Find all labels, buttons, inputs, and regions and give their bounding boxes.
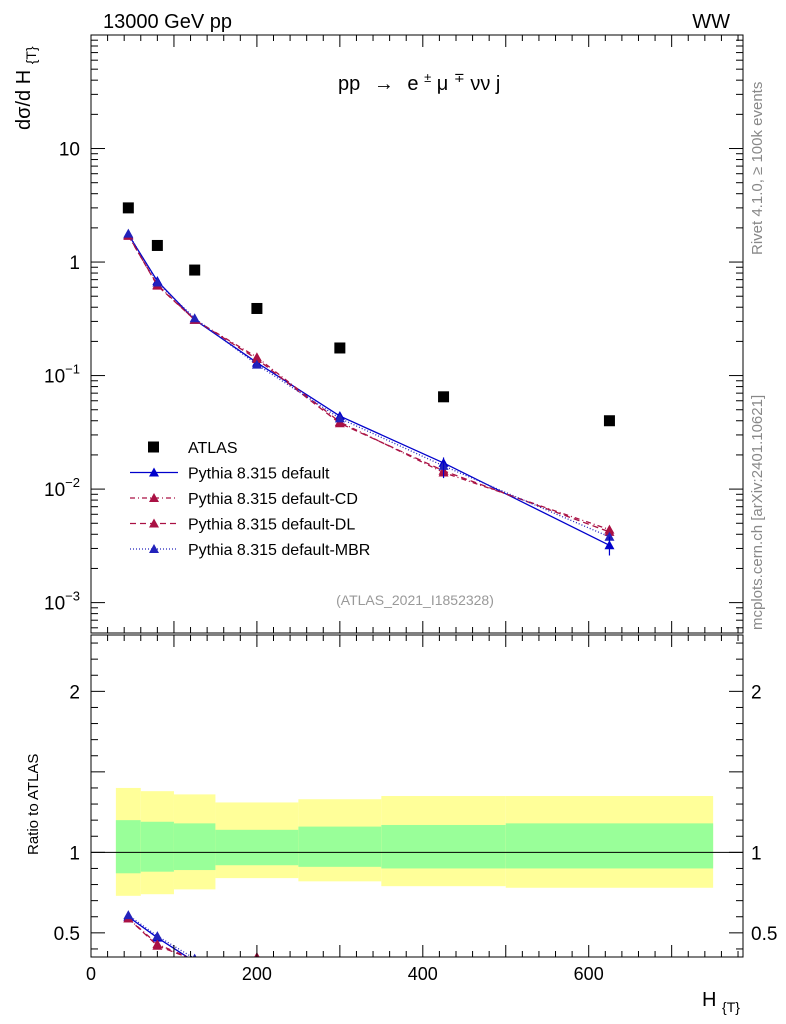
atlas-data-point (251, 302, 263, 314)
ratio-uncertainty-bands (91, 787, 743, 896)
inner-band-bin (215, 829, 299, 866)
legend-series-marker (149, 493, 159, 502)
legend-series-label: Pythia 8.315 default-CD (188, 491, 358, 508)
x-tick-label: 0 (86, 964, 96, 984)
main-y-tick-label: 10−1 (44, 362, 80, 388)
ratio-y-tick-label-right: 1 (751, 843, 762, 864)
x-axis-label: H {T} (702, 989, 740, 1015)
atlas-data-point (122, 202, 134, 214)
series-line (127, 235, 610, 531)
ratio-y-tick-label-right: 0.5 (751, 924, 777, 945)
ratio-series-marker (604, 991, 614, 1000)
x-tick-label: 600 (574, 964, 604, 984)
atlas-data-point (189, 264, 201, 276)
inner-band-bin (505, 823, 714, 869)
series-marker (334, 418, 345, 428)
legend-series-label: Pythia 8.315 default-DL (188, 517, 355, 534)
series-marker (251, 359, 262, 369)
ratio-series-line (127, 917, 189, 957)
atlas-data-point (603, 415, 615, 427)
ratio-series-marker (152, 931, 163, 941)
series-marker (604, 531, 615, 541)
series-marker (189, 313, 200, 323)
ratio-series-marker (192, 953, 197, 957)
main-frame (90, 34, 744, 634)
ratio-series-marker (439, 971, 449, 980)
series-marker (152, 277, 163, 287)
ratio-panel-series (123, 910, 614, 1004)
legend-series-marker (149, 518, 159, 528)
main-y-axis-label: dσ/d H {T} (13, 46, 39, 130)
ratio-y-tick-label-left: 1 (69, 843, 80, 864)
inner-band-bin (298, 826, 382, 867)
atlas-data-points (122, 202, 615, 427)
atlas-data-point (438, 391, 450, 403)
main-y-tick-label: 10−2 (44, 475, 80, 501)
ratio-y-axis-label: Ratio to ATLAS (25, 754, 42, 855)
legend: ATLAS Pythia 8.315 default Pythia 8.315 de… (130, 440, 370, 559)
ratio-series-marker (604, 995, 614, 1004)
ratio-y-tick-label-left: 2 (69, 682, 80, 703)
ratio-frame (90, 634, 744, 958)
mcplots-label: mcplots.cern.ch [arXiv:2401.10621] (749, 395, 766, 630)
rivet-version-label: Rivet 4.1.0, ≥ 100k events (749, 82, 766, 255)
legend-series-label: Pythia 8.315 default (188, 466, 330, 483)
legend-atlas-label: ATLAS (188, 440, 238, 457)
main-y-tick-label: 10−3 (44, 589, 80, 615)
main-y-tick-label: 10 (59, 140, 80, 161)
ratio-series-marker (123, 910, 134, 920)
process-tag: WW (692, 11, 730, 33)
ratio-series-marker (152, 940, 163, 950)
ratio-series-marker (335, 968, 345, 977)
main-y-tick-label: 1 (69, 253, 80, 274)
x-tick-label: 400 (408, 964, 438, 984)
series-marker (334, 413, 345, 423)
atlas-data-point (151, 239, 163, 251)
energy-label: 13000 GeV pp (103, 11, 232, 33)
series-line (127, 234, 610, 533)
legend-series-label: Pythia 8.315 default-MBR (188, 542, 370, 559)
ratio-y-tick-label-left: 0.5 (54, 924, 80, 945)
ratio-series-marker (335, 975, 345, 984)
ratio-series-marker (335, 973, 345, 982)
ratio-series-marker (194, 956, 195, 957)
ratio-series-marker (335, 970, 345, 979)
ratio-series-marker (604, 994, 614, 1003)
x-tick-label: 200 (242, 964, 272, 984)
inner-band-bin (381, 824, 506, 869)
tick-labels: 0 200 400 600 10 1 10−1 10−2 10−3 2 2 1 1 0.5 0.5 (44, 140, 777, 984)
axes (90, 34, 744, 958)
ratio-series-marker (439, 968, 449, 977)
process-label: pp → e ± μ ∓ νν j (338, 65, 500, 95)
analysis-id-watermark: (ATLAS_2021_I1852328) (336, 592, 494, 608)
legend-atlas-marker (148, 441, 159, 453)
ratio-series-marker (439, 966, 449, 975)
series-marker (251, 353, 262, 363)
series-marker (604, 526, 615, 536)
main-panel-series (123, 228, 615, 556)
ratio-y-tick-label-right: 2 (751, 682, 762, 703)
ratio-series-line (127, 916, 189, 957)
inner-band-bin (115, 820, 141, 874)
inner-band-bin (140, 821, 174, 872)
atlas-data-point (334, 342, 346, 354)
series-marker (123, 228, 134, 238)
ratio-series-marker (439, 973, 449, 982)
legend-series-marker (149, 467, 159, 477)
inner-band-bin (173, 823, 216, 871)
ratio-series-marker (604, 992, 614, 1001)
legend-series-marker (149, 544, 159, 553)
